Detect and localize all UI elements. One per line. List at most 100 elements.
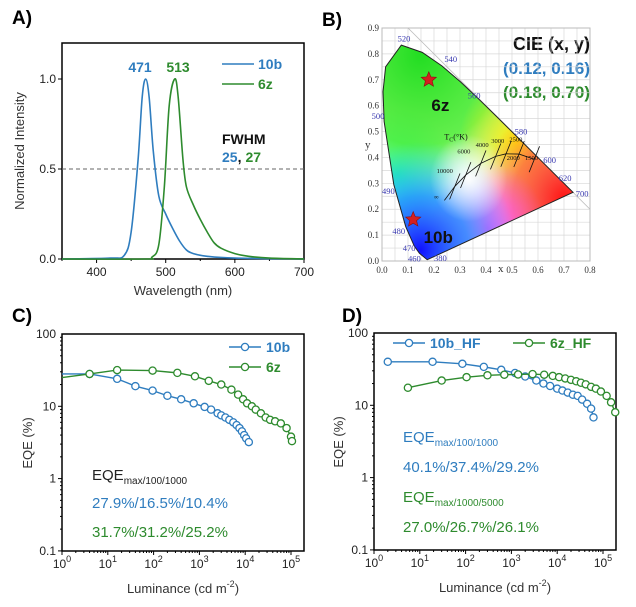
- eqe-annotation-title-6z: EQEmax/1000/5000: [403, 489, 504, 509]
- legend-marker-10b: [240, 342, 250, 352]
- data-point-6z: [112, 365, 122, 375]
- x-tick-base: 10: [282, 557, 296, 571]
- legend-label-6z: 6z: [266, 359, 281, 375]
- plot-frame: [373, 332, 617, 551]
- y-axis-label: Normalized Intensity: [12, 92, 27, 210]
- y-tick-label: 0.1: [351, 543, 368, 557]
- plot-frame: [381, 27, 591, 262]
- x-tick-base: 10: [594, 556, 608, 570]
- y-tick-label: 10: [43, 399, 57, 413]
- x-tick-base: 10: [53, 557, 67, 571]
- y-tick-label: 0.9: [368, 23, 380, 33]
- wavelength-label-560: 560: [468, 90, 481, 100]
- wavelength-label-600: 600: [543, 155, 556, 165]
- legend-label-10b_HF: 10b_HF: [430, 335, 481, 351]
- x-axis-label: Luminance (cd m-2): [127, 579, 239, 596]
- wavelength-label-700: 700: [576, 189, 589, 199]
- fwhm-title: FWHM: [222, 131, 266, 147]
- x-tick-label: 101: [411, 553, 429, 570]
- y-tick-label: 0.1: [39, 544, 56, 558]
- data-point-6z_HF: [513, 370, 523, 379]
- wavelength-label-500: 500: [372, 111, 385, 121]
- x-tick-base: 10: [456, 556, 470, 570]
- x-tick-label: 400: [87, 265, 107, 279]
- x-tick-exponent: 4: [249, 554, 254, 564]
- panel-label-b: B): [322, 10, 342, 31]
- x-tick-base: 10: [236, 557, 250, 571]
- x-tick-label: 104: [236, 554, 254, 571]
- x-tick-label: 0.7: [558, 265, 570, 275]
- plot-frame: [61, 42, 305, 260]
- x-tick-exponent: 5: [607, 553, 612, 563]
- panel-label-d: D): [342, 306, 362, 327]
- x-tick-label: 102: [456, 553, 474, 570]
- star-marker-10b: [404, 210, 422, 227]
- legend-label-6z_HF: 6z_HF: [550, 335, 592, 351]
- planckian-label: 10000: [437, 168, 453, 175]
- planckian-label: 3000: [491, 138, 504, 145]
- y-tick-label: 100: [348, 326, 368, 340]
- y-tick-label: 0.5: [368, 127, 380, 137]
- legend-marker-10b_HF: [404, 338, 414, 348]
- planckian-title-sub: C: [449, 137, 453, 143]
- x-tick-label: 0.1: [402, 265, 413, 275]
- fwhm-values: 25, 27: [222, 149, 261, 165]
- data-point-6z: [173, 368, 182, 378]
- eqe-values-6z: 31.7%/31.2%/25.2%: [92, 524, 228, 541]
- data-point-10b: [206, 405, 216, 414]
- panel-label-a: A): [12, 8, 32, 29]
- y-tick-label: 100: [36, 327, 56, 341]
- planckian-label: ∞: [434, 194, 439, 201]
- data-point-6z: [204, 376, 213, 386]
- x-tick-label: 500: [156, 265, 176, 279]
- data-point-10b_HF: [532, 376, 541, 385]
- data-point-10b: [176, 395, 186, 404]
- planckian-label: 2000: [507, 155, 520, 162]
- x-tick-exponent: 3: [204, 554, 209, 564]
- legend-label-10b: 10b: [258, 56, 282, 72]
- isotherm-line: [460, 161, 472, 189]
- data-point-6z_HF: [437, 376, 446, 385]
- y-tick-label: 0.0: [368, 256, 380, 266]
- data-point-6z_HF: [462, 372, 471, 382]
- series-line-6z: [61, 77, 305, 260]
- x-tick-exponent: 2: [470, 553, 475, 563]
- isotherm-line: [490, 143, 502, 170]
- eqe-values-10b-hf: 40.1%/37.4%/29.2%: [403, 459, 539, 476]
- legend-label-10b: 10b: [266, 339, 290, 355]
- isotherm-line: [513, 140, 525, 168]
- data-point-6z: [287, 436, 297, 446]
- planckian-label: 2500: [509, 136, 522, 143]
- cie-x-label: x: [498, 263, 504, 275]
- y-tick-label: 0.2: [368, 204, 379, 214]
- data-point-6z: [85, 369, 94, 379]
- x-tick-exponent: 3: [516, 553, 521, 563]
- y-tick-label: 0.1: [368, 230, 379, 240]
- isotherm-line: [449, 173, 461, 200]
- isotherm-line: [500, 140, 512, 167]
- peak-label-6z: 513: [166, 59, 190, 75]
- x-tick-exponent: 5: [295, 554, 300, 564]
- x-tick-label: 104: [548, 553, 566, 570]
- panel-label-c: C): [12, 306, 32, 327]
- fwhm-6z: 27: [245, 149, 261, 165]
- x-tick-label: 0.4: [480, 265, 492, 275]
- data-point-10b_HF: [545, 381, 555, 391]
- data-point-6z_HF: [483, 371, 492, 380]
- x-label-end: ): [547, 580, 551, 595]
- point-label-6z: 6z: [431, 96, 449, 115]
- plot-frame: [61, 333, 305, 552]
- data-point-10b_HF: [383, 357, 393, 367]
- panel-b-cie-diagram: B) CIE (x, y) (0.12, 0.16) (0.18, 0.70) …: [322, 10, 596, 275]
- isotherm-line: [475, 150, 487, 177]
- y-tick-label: 0.8: [368, 49, 380, 59]
- x-tick-base: 10: [190, 557, 204, 571]
- x-tick-label: 100: [365, 553, 383, 570]
- y-tick-label: 0.7: [368, 75, 380, 85]
- y-tick-label: 0.0: [39, 252, 56, 266]
- y-tick-label: 0.5: [39, 162, 56, 176]
- eqe-text: EQE: [403, 429, 435, 446]
- planckian-label: 4000: [476, 142, 489, 149]
- x-tick-label: 100: [53, 554, 71, 571]
- x-label-sup: -2: [539, 578, 547, 588]
